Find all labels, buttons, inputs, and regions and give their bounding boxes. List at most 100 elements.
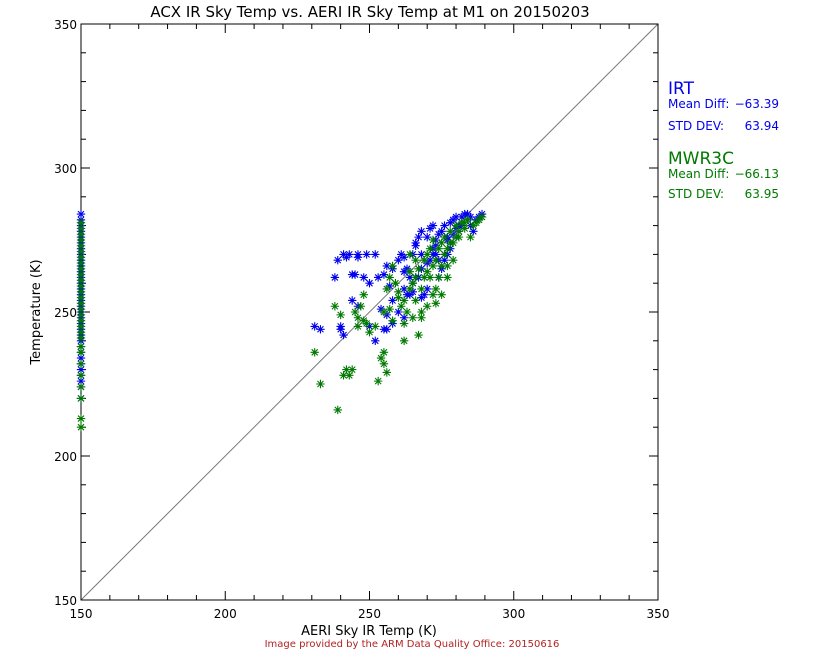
point-mwr3c: [460, 218, 469, 227]
point-irt: [414, 232, 423, 242]
point-mwr3c: [434, 273, 443, 282]
x-axis-label: AERI Sky IR Temp (K): [301, 624, 437, 639]
point-irt: [423, 232, 432, 242]
point-mwr3c: [76, 414, 86, 423]
point-irt: [394, 255, 403, 265]
point-irt: [399, 284, 409, 294]
point-irt: [76, 209, 86, 219]
point-mwr3c: [342, 365, 351, 374]
point-mwr3c: [477, 212, 487, 222]
point-mwr3c: [428, 290, 438, 299]
point-mwr3c: [399, 296, 409, 305]
point-mwr3c: [408, 279, 417, 288]
point-mwr3c: [76, 327, 86, 337]
point-mwr3c: [423, 250, 432, 259]
point-mwr3c: [428, 261, 438, 271]
point-mwr3c: [379, 348, 389, 357]
point-mwr3c: [382, 284, 392, 294]
point-mwr3c: [76, 241, 86, 250]
point-mwr3c: [431, 284, 441, 294]
point-irt: [350, 270, 360, 279]
point-mwr3c: [446, 227, 455, 236]
point-mwr3c: [76, 371, 86, 380]
point-mwr3c: [443, 244, 452, 253]
point-mwr3c: [388, 316, 397, 325]
point-mwr3c: [411, 273, 420, 282]
legend-irt-std-dev-label: STD DEV:: [668, 119, 724, 133]
point-mwr3c: [371, 322, 380, 331]
point-irt: [353, 253, 363, 262]
point-mwr3c: [399, 336, 409, 345]
point-irt: [399, 253, 409, 262]
point-mwr3c: [417, 313, 426, 322]
point-irt: [339, 330, 348, 340]
point-irt: [388, 296, 397, 305]
point-mwr3c: [76, 293, 86, 302]
point-irt: [382, 261, 392, 271]
point-mwr3c: [76, 235, 86, 245]
point-mwr3c: [333, 405, 342, 415]
point-irt: [336, 322, 345, 331]
legend-series-mwr3c: MWR3C: [668, 149, 734, 169]
point-irt: [365, 279, 374, 288]
point-mwr3c: [391, 279, 400, 288]
point-mwr3c: [76, 247, 86, 256]
point-mwr3c: [423, 302, 432, 311]
point-irt: [347, 296, 357, 305]
point-mwr3c: [440, 232, 449, 242]
point-mwr3c: [448, 238, 458, 248]
point-mwr3c: [347, 365, 357, 374]
point-irt: [405, 273, 415, 282]
plot-area: 150 200 250 300 350 150 200 250 300 350: [54, 18, 669, 621]
point-mwr3c: [388, 261, 397, 271]
point-mwr3c: [414, 330, 423, 340]
point-mwr3c: [405, 284, 415, 294]
point-mwr3c: [365, 327, 374, 337]
point-mwr3c: [339, 371, 348, 380]
point-mwr3c: [76, 281, 86, 291]
point-mwr3c: [411, 255, 420, 265]
point-mwr3c: [76, 342, 86, 351]
legend-irt-std-dev-value: 63.94: [745, 119, 779, 133]
point-mwr3c: [440, 250, 449, 259]
point-mwr3c: [448, 255, 458, 265]
x-tick-label: 250: [358, 607, 381, 621]
point-irt: [420, 290, 429, 299]
point-irt: [371, 336, 380, 345]
point-irt: [76, 353, 86, 363]
legend-mwr3c-std-dev-label: STD DEV:: [668, 187, 724, 201]
point-mwr3c: [373, 376, 383, 386]
point-irt: [362, 250, 371, 259]
y-axis-label: Temperature (K): [29, 259, 44, 365]
legend-mwr3c-std-dev-value: 63.95: [745, 187, 779, 201]
point-mwr3c: [76, 359, 86, 369]
point-mwr3c: [443, 261, 452, 271]
point-irt: [382, 325, 392, 334]
point-irt: [440, 221, 449, 230]
point-mwr3c: [353, 313, 363, 322]
point-mwr3c: [466, 232, 475, 242]
y-tick-label: 150: [54, 594, 77, 608]
point-irt: [359, 273, 368, 282]
point-irt: [333, 255, 342, 265]
point-mwr3c: [385, 273, 394, 282]
point-mwr3c: [428, 235, 438, 245]
point-irt: [469, 227, 478, 236]
point-mwr3c: [454, 227, 464, 236]
y-tick-label: 350: [54, 18, 77, 32]
point-mwr3c: [382, 368, 392, 377]
point-mwr3c: [411, 296, 420, 305]
point-mwr3c: [460, 224, 469, 233]
point-mwr3c: [454, 232, 464, 242]
point-mwr3c: [350, 307, 360, 317]
point-mwr3c: [76, 299, 86, 308]
point-mwr3c: [437, 290, 446, 299]
point-mwr3c: [405, 250, 415, 259]
point-mwr3c: [76, 270, 86, 279]
point-irt: [373, 273, 383, 282]
point-mwr3c: [76, 276, 86, 285]
point-mwr3c: [423, 267, 432, 276]
y-tick-label: 250: [54, 306, 77, 320]
point-irt: [417, 227, 426, 236]
